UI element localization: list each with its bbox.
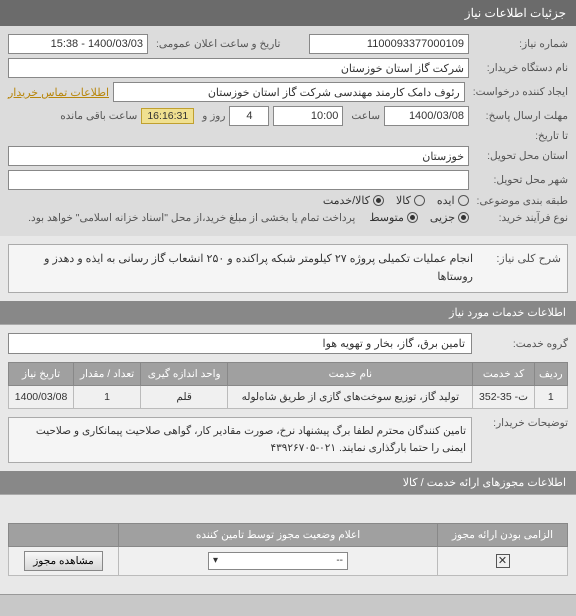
radio-idea[interactable]: ایده [437, 194, 469, 207]
service-group-row: گروه خدمت: تامین برق، گاز، بخار و تهویه … [8, 333, 568, 354]
cell-date: 1400/03/08 [9, 386, 74, 409]
th-date: تاریخ نیاز [9, 363, 74, 386]
license-row: -- ▾ مشاهده مجوز [9, 546, 568, 575]
buyer-notes-row: توضیحات خریدار: تامین کنندگان محترم لطفا… [8, 417, 568, 463]
table-header-row: ردیف کد خدمت نام خدمت واحد اندازه گیری ت… [9, 363, 568, 386]
contact-link[interactable]: اطلاعات تماس خریدار [8, 86, 109, 99]
lth-action [9, 523, 119, 546]
province-field: خوزستان [8, 146, 469, 166]
form-area: شماره نیاز: 1100093377000109 تاریخ و ساع… [0, 26, 576, 236]
table-row: 1 ت- 35-352 تولید گاز، توزیع سوخت‌های گا… [9, 386, 568, 409]
row-buy-type: نوع فرآیند خرید: جزیی متوسط پرداخت تمام … [8, 211, 568, 224]
remain-label: ساعت باقی مانده [56, 110, 137, 122]
page-title-bar: جزئیات اطلاعات نیاز [0, 0, 576, 26]
desc-block: شرح کلی نیاز: انجام عملیات تکمیلی پروژه … [8, 244, 568, 293]
licenses-section-header: اطلاعات مجوزهای ارائه خدمت / کالا [0, 471, 576, 495]
desc-label: شرح کلی نیاز: [481, 251, 561, 286]
announce-field: 1400/03/03 - 15:38 [8, 34, 148, 54]
buyer-field: شرکت گاز استان خوزستان [8, 58, 469, 78]
buyer-label: نام دستگاه خریدار: [473, 62, 568, 74]
radio-dot-icon [458, 212, 469, 223]
city-field [8, 170, 469, 190]
need-no-field: 1100093377000109 [309, 34, 469, 54]
buy-type-hint: پرداخت تمام یا بخشی از مبلغ خرید،از محل … [28, 212, 355, 224]
th-qty: تعداد / مقدار [74, 363, 141, 386]
need-type-label: طبقه بندی موضوعی: [473, 195, 568, 207]
day-label: روز و [198, 110, 225, 122]
announce-label: تاریخ و ساعت اعلان عمومی: [152, 38, 305, 50]
page-title: جزئیات اطلاعات نیاز [465, 6, 566, 20]
service-group-label: گروه خدمت: [478, 338, 568, 350]
buyer-notes-label: توضیحات خریدار: [478, 417, 568, 463]
city-label: شهر محل تحویل: [473, 174, 568, 186]
cell-qty: 1 [74, 386, 141, 409]
buy-type-label: نوع فرآیند خرید: [473, 212, 568, 224]
need-type-radios: ایده کالا کالا/خدمت [323, 194, 469, 207]
license-status-cell: -- ▾ [119, 546, 438, 575]
license-section: الزامی بودن ارائه مجوز اعلام وضعیت مجوز … [0, 523, 576, 584]
deadline-date: 1400/03/08 [384, 106, 469, 126]
province-label: استان محل تحویل: [473, 150, 568, 162]
row-need-type: طبقه بندی موضوعی: ایده کالا کالا/خدمت [8, 194, 568, 207]
radio-goods[interactable]: کالا [396, 194, 425, 207]
service-group-field: تامین برق، گاز، بخار و تهویه هوا [8, 333, 472, 354]
lth-status: اعلام وضعیت مجوز توسط تامین کننده [119, 523, 438, 546]
license-table: الزامی بودن ارائه مجوز اعلام وضعیت مجوز … [8, 523, 568, 576]
row-deadline: مهلت ارسال پاسخ: 1400/03/08 ساعت 10:00 4… [8, 106, 568, 126]
radio-dot-icon [407, 212, 418, 223]
days-field: 4 [229, 106, 269, 126]
th-index: ردیف [534, 363, 567, 386]
footer-strip [0, 594, 576, 616]
until-label: تا تاریخ: [473, 130, 568, 142]
license-header-row: الزامی بودن ارائه مجوز اعلام وضعیت مجوز … [9, 523, 568, 546]
deadline-label: مهلت ارسال پاسخ: [473, 110, 568, 122]
license-action-cell: مشاهده مجوز [9, 546, 119, 575]
row-creator: ایجاد کننده درخواست: رئوف دامک کارمند مه… [8, 82, 568, 102]
cell-name: تولید گاز، توزیع سوخت‌های گازی از طریق ش… [228, 386, 473, 409]
cell-code: ت- 35-352 [473, 386, 534, 409]
cell-unit: قلم [141, 386, 228, 409]
creator-label: ایجاد کننده درخواست: [469, 86, 568, 98]
creator-field: رئوف دامک کارمند مهندسی شرکت گاز استان خ… [113, 82, 465, 102]
buy-type-radios: جزیی متوسط [369, 211, 469, 224]
status-dropdown[interactable]: -- ▾ [208, 552, 348, 570]
radio-medium[interactable]: متوسط [369, 211, 418, 224]
remain-time: 16:16:31 [141, 108, 194, 124]
radio-dot-icon [458, 195, 469, 206]
buyer-notes-content: تامین کنندگان محترم لطفا برگ پیشنهاد نرخ… [8, 417, 472, 463]
th-name: نام خدمت [228, 363, 473, 386]
row-city: شهر محل تحویل: [8, 170, 568, 190]
deadline-hour: 10:00 [273, 106, 343, 126]
row-until: تا تاریخ: [8, 130, 568, 142]
radio-partial[interactable]: جزیی [430, 211, 469, 224]
row-buyer: نام دستگاه خریدار: شرکت گاز استان خوزستا… [8, 58, 568, 78]
lth-required: الزامی بودن ارائه مجوز [438, 523, 568, 546]
main-container: جزئیات اطلاعات نیاز شماره نیاز: 11000933… [0, 0, 576, 616]
need-no-label: شماره نیاز: [473, 38, 568, 50]
radio-goods-service[interactable]: کالا/خدمت [323, 194, 384, 207]
checkbox-icon[interactable] [496, 554, 510, 568]
radio-dot-icon [414, 195, 425, 206]
radio-dot-icon [373, 195, 384, 206]
view-license-button[interactable]: مشاهده مجوز [24, 551, 103, 571]
th-code: کد خدمت [473, 363, 534, 386]
services-table: ردیف کد خدمت نام خدمت واحد اندازه گیری ت… [8, 362, 568, 409]
hour-label: ساعت [347, 110, 380, 122]
services-section-header: اطلاعات خدمات مورد نیاز [0, 301, 576, 325]
desc-text: انجام عملیات تکمیلی پروژه ۲۷ کیلومتر شبک… [15, 251, 473, 286]
cell-index: 1 [534, 386, 567, 409]
row-province: استان محل تحویل: خوزستان [8, 146, 568, 166]
th-unit: واحد اندازه گیری [141, 363, 228, 386]
row-need-no: شماره نیاز: 1100093377000109 تاریخ و ساع… [8, 34, 568, 54]
license-required-cell [438, 546, 568, 575]
